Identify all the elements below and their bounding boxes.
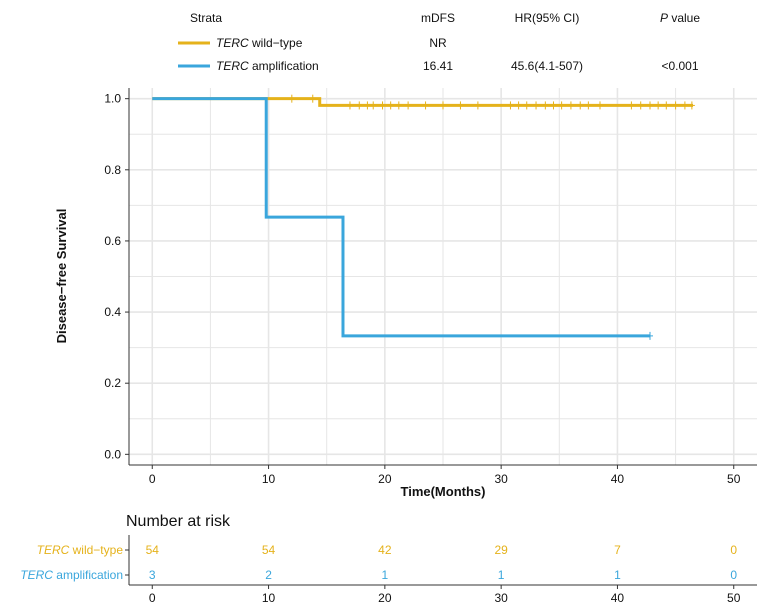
legend-p-header: P value xyxy=(660,11,700,25)
risk-label-gene: TERC xyxy=(20,568,53,582)
legend-row-amp: TERC amplification 16.41 45.6(4.1-507) <… xyxy=(178,59,699,73)
risk-label-gene: TERC xyxy=(37,543,70,557)
risk-value: 3 xyxy=(149,568,156,582)
risk-value: 0 xyxy=(730,543,737,557)
risk-x-tick-label: 50 xyxy=(727,591,741,605)
plot-grid xyxy=(129,88,757,465)
risk-value: 54 xyxy=(146,543,160,557)
risk-value: 54 xyxy=(262,543,276,557)
risk-label-wild: TERC wild−type xyxy=(37,543,124,557)
risk-x-tick-label: 0 xyxy=(149,591,156,605)
risk-x-tick-label: 20 xyxy=(378,591,392,605)
y-tick-label: 0.8 xyxy=(104,163,121,177)
risk-x-tick-label: 10 xyxy=(262,591,276,605)
legend-p-header-rest: value xyxy=(668,11,700,25)
y-axis-title: Disease−free Survival xyxy=(54,209,69,344)
risk-value: 0 xyxy=(730,568,737,582)
y-tick-label: 1.0 xyxy=(104,92,121,106)
plot-series xyxy=(152,94,695,340)
legend-text-amp: amplification xyxy=(249,59,319,73)
risk-value: 1 xyxy=(614,568,621,582)
legend-text-wild: wild−type xyxy=(249,36,303,50)
x-tick-label: 30 xyxy=(494,472,508,486)
legend-hr-amp: 45.6(4.1-507) xyxy=(511,59,583,73)
risk-value: 1 xyxy=(498,568,505,582)
x-tick-label: 10 xyxy=(262,472,276,486)
legend-mdfs-amp: 16.41 xyxy=(423,59,453,73)
x-tick-label: 0 xyxy=(149,472,156,486)
legend-strata-header: Strata xyxy=(190,11,222,25)
risk-value: 2 xyxy=(265,568,272,582)
legend-mdfs-header: mDFS xyxy=(421,11,455,25)
plot-axes: 0 10 20 30 40 50 0.0 0.2 0.4 0.6 0.8 1.0 xyxy=(104,88,757,486)
legend-p-header-italic: P xyxy=(660,11,668,25)
risk-table: Number at risk TERC wild−type 54 54 42 29 7 0T… xyxy=(20,513,757,605)
legend: Strata mDFS HR(95% CI) P value TERC wild… xyxy=(178,11,700,73)
legend-row-wild: TERC wild−type NR xyxy=(178,36,447,50)
risk-value: 29 xyxy=(494,543,508,557)
x-tick-label: 20 xyxy=(378,472,392,486)
km-curve-amp xyxy=(152,97,651,338)
risk-value: 42 xyxy=(378,543,392,557)
legend-label-amp: TERC amplification xyxy=(216,59,319,73)
legend-gene-wild: TERC xyxy=(216,36,249,50)
legend-p-amp: <0.001 xyxy=(661,59,698,73)
y-tick-label: 0.6 xyxy=(104,234,121,248)
y-tick-label: 0.0 xyxy=(104,447,121,461)
risk-label-text: amplification xyxy=(53,568,123,582)
legend-hr-header: HR(95% CI) xyxy=(515,11,580,25)
x-axis-title: Time(Months) xyxy=(401,484,486,499)
risk-value: 7 xyxy=(614,543,621,557)
x-tick-label: 50 xyxy=(727,472,741,486)
legend-label-wild: TERC wild−type xyxy=(216,36,303,50)
y-tick-label: 0.2 xyxy=(104,376,121,390)
risk-x-tick-label: 40 xyxy=(611,591,625,605)
y-tick-label: 0.4 xyxy=(104,305,121,319)
risk-table-body: TERC wild−type 54 54 42 29 7 0 TERC amplificati… xyxy=(20,535,757,605)
risk-label-text: wild−type xyxy=(69,543,123,557)
risk-value: 1 xyxy=(382,568,389,582)
legend-gene-amp: TERC xyxy=(216,59,249,73)
risk-label-amp: TERC amplification xyxy=(20,568,123,582)
legend-mdfs-wild: NR xyxy=(429,36,447,50)
risk-x-tick-label: 30 xyxy=(494,591,508,605)
plot-area: 0 10 20 30 40 50 0.0 0.2 0.4 0.6 0.8 1.0 Time(Month… xyxy=(54,88,757,499)
risk-table-title: Number at risk xyxy=(126,513,231,530)
x-tick-label: 40 xyxy=(611,472,625,486)
